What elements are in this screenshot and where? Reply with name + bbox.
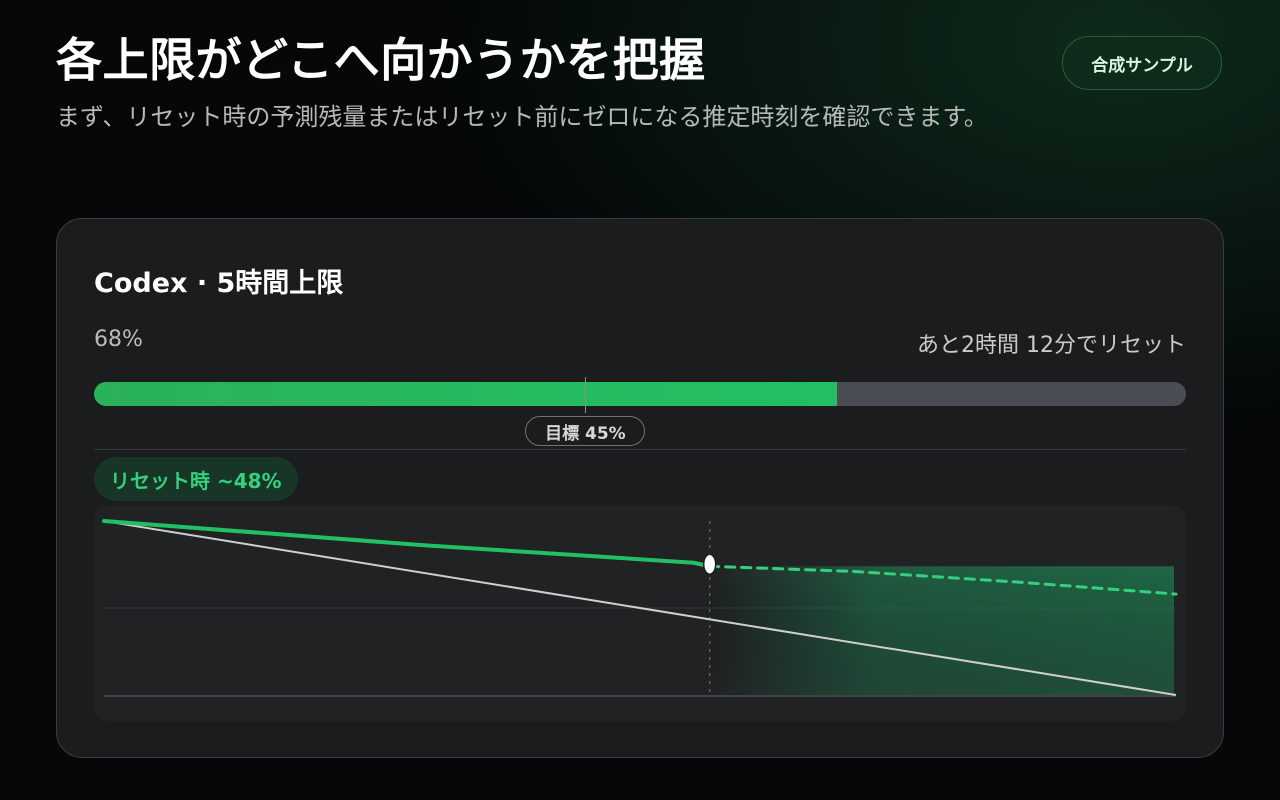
- card-title: Codex · 5時間上限: [94, 268, 344, 299]
- forecast-chart: [94, 505, 1186, 721]
- reset-countdown: あと2時間 12分でリセット: [917, 333, 1186, 358]
- usage-progress-bar: [94, 382, 1186, 406]
- forecast-chart-svg: [102, 519, 1178, 697]
- actual-usage-line: [102, 519, 712, 569]
- usage-progress-fill: [94, 382, 837, 406]
- forecast-line: [708, 564, 1178, 596]
- synthetic-sample-button[interactable]: 合成サンプル: [1062, 36, 1222, 90]
- usage-percent: 68%: [94, 327, 143, 352]
- page-subtitle: まず、リセット時の予測残量またはリセット前にゼロになる推定時刻を確認できます。: [56, 103, 988, 131]
- target-marker: [584, 377, 587, 413]
- baseline-line: [103, 520, 1177, 696]
- page-title: 各上限がどこへ向かうかを把握: [56, 33, 706, 87]
- target-label: 目標 45%: [525, 416, 646, 446]
- usage-limit-card: Codex · 5時間上限 68% あと2時間 12分でリセット 目標 45% …: [56, 218, 1224, 758]
- forecast-badge: リセット時 ~48%: [94, 457, 298, 501]
- current-point-marker: [702, 553, 717, 575]
- divider: [94, 449, 1186, 450]
